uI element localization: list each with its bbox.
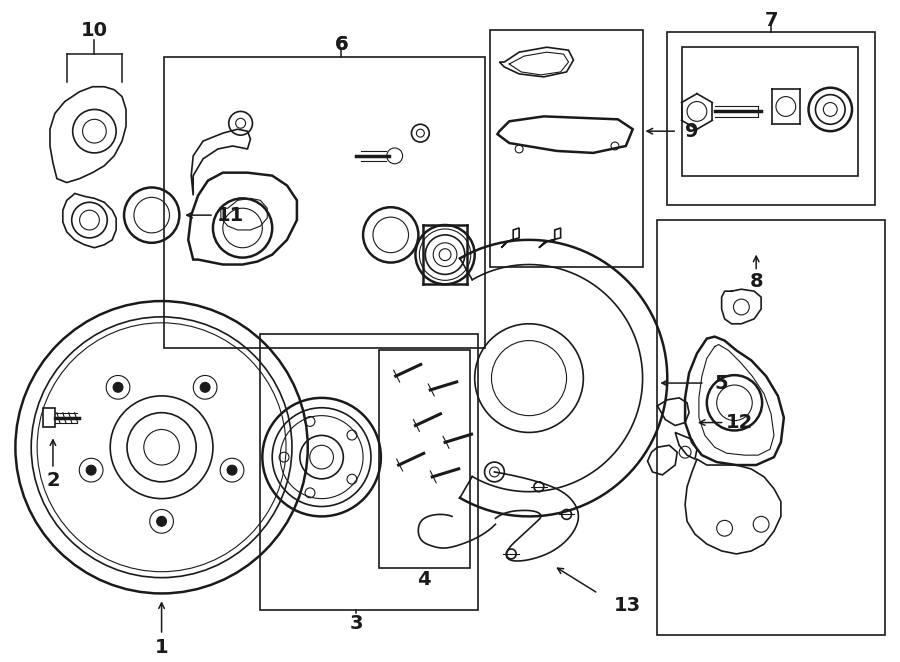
Circle shape bbox=[562, 510, 572, 520]
Bar bbox=[682, 47, 858, 175]
Text: 2: 2 bbox=[46, 471, 59, 491]
Circle shape bbox=[534, 482, 544, 492]
Bar bbox=[657, 220, 885, 635]
Text: 6: 6 bbox=[335, 35, 348, 54]
Circle shape bbox=[200, 383, 210, 393]
Text: 4: 4 bbox=[418, 570, 431, 589]
Circle shape bbox=[227, 465, 237, 475]
Circle shape bbox=[113, 383, 123, 393]
Text: 10: 10 bbox=[81, 21, 108, 40]
Bar bbox=[260, 334, 478, 610]
Text: 6: 6 bbox=[335, 35, 348, 54]
Text: 5: 5 bbox=[715, 373, 728, 393]
Bar bbox=[164, 57, 484, 348]
Circle shape bbox=[86, 465, 96, 475]
Circle shape bbox=[507, 549, 517, 559]
Text: 13: 13 bbox=[614, 596, 642, 615]
Bar bbox=[379, 350, 470, 568]
Text: 8: 8 bbox=[750, 272, 763, 291]
Text: 9: 9 bbox=[685, 122, 698, 141]
Text: 7: 7 bbox=[764, 11, 778, 30]
Bar bbox=[667, 32, 875, 205]
Bar bbox=[490, 30, 643, 267]
Circle shape bbox=[157, 516, 166, 526]
Text: 12: 12 bbox=[725, 413, 753, 432]
Text: 11: 11 bbox=[217, 206, 244, 224]
Text: 3: 3 bbox=[349, 614, 363, 633]
Text: 1: 1 bbox=[155, 638, 168, 657]
